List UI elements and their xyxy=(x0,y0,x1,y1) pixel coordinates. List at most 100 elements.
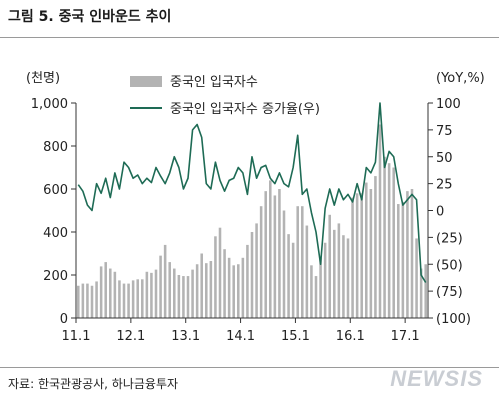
bar xyxy=(195,264,199,318)
chart-title: 그림 5. 중국 인바운드 추이 xyxy=(8,9,172,25)
bar xyxy=(113,271,117,318)
bar xyxy=(415,238,418,318)
x-tick-label: 12.1 xyxy=(116,329,145,344)
bar xyxy=(99,266,103,318)
legend-bar-label: 중국인 입국자수 xyxy=(170,75,258,90)
right-tick-label: (75) xyxy=(436,285,463,300)
x-tick-label: 13.1 xyxy=(171,329,200,344)
left-unit-label: (천명) xyxy=(26,71,60,86)
bar xyxy=(209,261,213,318)
bar xyxy=(227,257,231,318)
bar xyxy=(360,193,363,318)
x-tick-label: 14.1 xyxy=(226,329,255,344)
bar xyxy=(145,271,149,318)
left-tick-label: 800 xyxy=(43,140,68,155)
x-tick-label: 17.1 xyxy=(391,329,420,344)
bar xyxy=(278,189,281,318)
right-tick-label: 75 xyxy=(436,124,453,139)
bar xyxy=(291,242,295,318)
bar xyxy=(223,249,226,318)
bar xyxy=(131,280,135,319)
bar xyxy=(387,163,391,318)
bar-series xyxy=(77,124,427,319)
yoy-growth-line xyxy=(77,102,427,283)
bar xyxy=(365,182,368,318)
source-note: 자료: 한국관광공사, 하나금융투자 xyxy=(8,377,179,391)
right-tick-label: (25) xyxy=(436,231,463,246)
bar xyxy=(127,283,130,318)
bar xyxy=(301,206,304,318)
bar xyxy=(305,225,309,318)
x-tick-label: 11.1 xyxy=(62,329,91,344)
line-series xyxy=(77,102,427,283)
bar xyxy=(328,214,331,318)
bar xyxy=(296,206,299,318)
bar xyxy=(232,265,235,318)
right-tick-label: 0 xyxy=(436,205,444,220)
bar xyxy=(77,285,80,318)
bar xyxy=(337,223,341,318)
right-tick-label: (50) xyxy=(436,258,463,273)
bar xyxy=(401,201,405,318)
bar xyxy=(118,280,121,319)
bar xyxy=(351,197,354,318)
bar xyxy=(104,262,107,318)
bar xyxy=(333,229,336,318)
bar xyxy=(397,204,400,318)
bar xyxy=(86,283,89,318)
right-tick-label: 100 xyxy=(436,97,461,112)
bar xyxy=(246,244,249,318)
newsis-watermark: NEWSIS xyxy=(390,366,483,391)
bar xyxy=(273,195,277,318)
title-divider xyxy=(0,37,499,38)
bar xyxy=(109,268,112,318)
tick-labels: 0 200 400 600 800 1,000 (100) (75) (50) (25) 0 25 50… xyxy=(26,71,485,344)
bar xyxy=(406,191,409,318)
chart: 0 200 400 600 800 1,000 (100) (75) (50) (25) 0 25 50… xyxy=(26,71,485,344)
bar xyxy=(383,156,386,318)
bar xyxy=(410,189,414,318)
bar xyxy=(122,283,126,318)
bar xyxy=(355,193,359,318)
x-tick-label: 15.1 xyxy=(281,329,310,344)
bar xyxy=(250,232,254,318)
legend-line-label: 중국인 입국자수 증가율(우) xyxy=(170,102,320,117)
source-divider xyxy=(0,367,499,368)
bar xyxy=(141,279,144,318)
bar xyxy=(314,276,318,318)
bar xyxy=(150,272,153,318)
bar xyxy=(323,242,327,318)
bar xyxy=(346,238,350,318)
bar xyxy=(319,257,322,318)
bar xyxy=(282,210,286,318)
right-tick-label: 25 xyxy=(436,178,453,193)
right-tick-label: (100) xyxy=(436,312,471,327)
bar xyxy=(177,275,181,318)
bar xyxy=(424,264,427,318)
right-tick-label: 50 xyxy=(436,151,453,166)
bar xyxy=(255,223,258,318)
bar xyxy=(264,191,267,318)
bar xyxy=(369,189,373,318)
left-tick-label: 200 xyxy=(43,269,68,284)
left-tick-label: 600 xyxy=(43,183,68,198)
bar xyxy=(237,264,240,318)
bar xyxy=(241,257,245,318)
bar xyxy=(342,235,345,318)
bar xyxy=(269,180,272,318)
bar xyxy=(392,167,395,318)
right-unit-label: (YoY,%) xyxy=(436,71,485,86)
bar xyxy=(218,227,222,318)
left-tick-label: 0 xyxy=(60,312,68,327)
bar xyxy=(205,263,208,318)
bar xyxy=(374,176,377,318)
left-tick-label: 1,000 xyxy=(31,97,68,112)
bar xyxy=(191,269,194,319)
bar xyxy=(419,268,423,318)
bar xyxy=(378,124,382,318)
bar xyxy=(186,276,190,318)
bar xyxy=(81,283,85,318)
bar xyxy=(200,253,203,318)
legend-bar-swatch xyxy=(130,76,162,87)
